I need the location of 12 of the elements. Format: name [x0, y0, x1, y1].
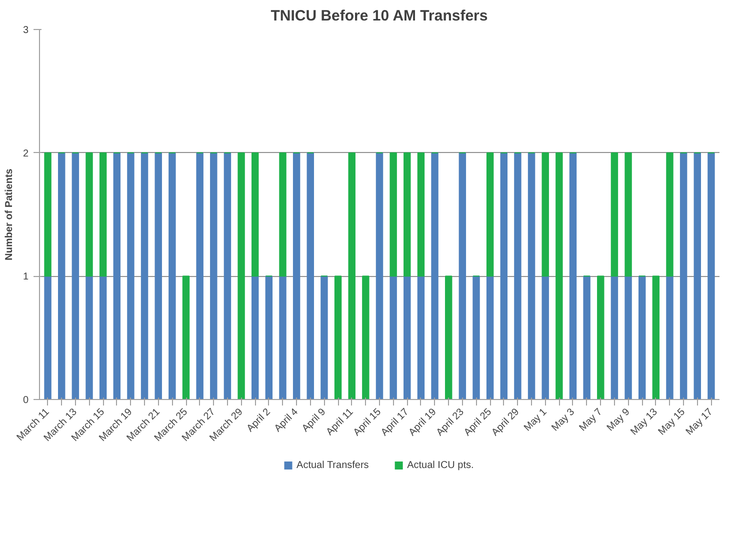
- x-tick-label: May 7: [577, 406, 605, 434]
- x-tick-label: May 3: [550, 406, 578, 434]
- chart-title: TNICU Before 10 AM Transfers: [270, 8, 488, 24]
- y-tick-label: 0: [22, 395, 29, 406]
- x-tick-label: May 1: [522, 406, 550, 434]
- legend-label: Actual Transfers: [296, 460, 369, 471]
- y-axis-title: Number of Patients: [4, 168, 15, 260]
- y-tick-label: 2: [22, 148, 29, 160]
- x-tick-label: May 17: [684, 406, 716, 438]
- legend-label: Actual ICU pts.: [407, 460, 474, 471]
- y-tick-label: 3: [22, 25, 29, 36]
- y-tick-label: 1: [22, 272, 29, 283]
